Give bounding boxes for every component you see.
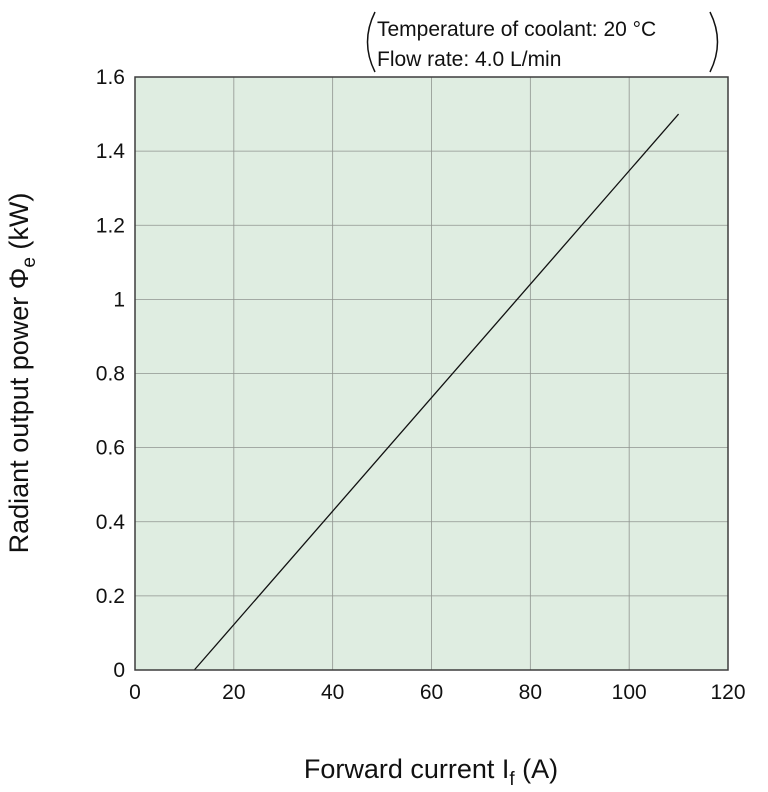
y-tick-label: 0.6 (96, 437, 125, 460)
x-tick-label: 40 (321, 681, 344, 704)
y-tick-label: 0 (113, 659, 125, 682)
series-line (193, 113, 680, 671)
y-tick-label: 0.4 (96, 511, 126, 534)
annotation-flow-rate: Flow rate: 4.0 L/min (377, 48, 561, 71)
x-axis-title: Forward current If (A) (304, 754, 558, 790)
x-tick-label: 120 (710, 681, 745, 704)
x-tick-labels: 0 20 40 60 80 100 120 (129, 681, 745, 704)
series-group (193, 113, 680, 671)
y-tick-label: 1.4 (96, 140, 126, 163)
x-tick-label: 100 (612, 681, 647, 704)
y-axis-title-subscript: e (19, 257, 40, 268)
y-tick-label: 0.8 (96, 363, 125, 386)
x-tick-label: 80 (519, 681, 542, 704)
x-axis-title-main: Forward current I (304, 754, 510, 784)
y-axis-title: Radiant output power Φe (kW) (4, 193, 40, 554)
y-tick-labels: 0 0.2 0.4 0.6 0.8 1 1.2 1.4 1.6 (96, 66, 126, 682)
annotation-left-paren (366, 11, 376, 73)
y-axis-title-unit: (kW) (4, 193, 34, 257)
annotation-temperature: Temperature of coolant: 20 °C (377, 18, 656, 41)
annotation-right-paren (709, 11, 719, 73)
annotation: Temperature of coolant: 20 °C Flow rate:… (366, 11, 719, 73)
x-tick-label: 60 (420, 681, 443, 704)
y-tick-label: 1.2 (96, 214, 125, 237)
grid (135, 77, 728, 670)
plot-frame (134, 76, 729, 671)
y-tick-label: 1 (113, 288, 125, 311)
y-tick-label: 0.2 (96, 585, 125, 608)
x-tick-label: 0 (129, 681, 141, 704)
x-tick-label: 20 (222, 681, 245, 704)
x-axis-title-unit: (A) (515, 754, 559, 784)
x-axis-title-subscript: f (509, 769, 515, 790)
y-axis-title-main: Radiant output power Φ (4, 268, 34, 554)
y-tick-label: 1.6 (96, 66, 125, 89)
